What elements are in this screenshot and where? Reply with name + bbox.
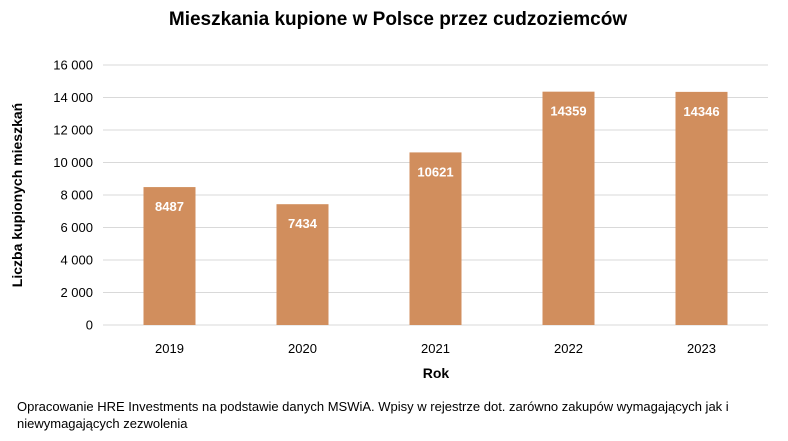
data-label: 14346: [683, 104, 719, 119]
x-tick-label: 2023: [687, 341, 716, 356]
y-tick-label: 6 000: [60, 220, 93, 235]
data-label: 7434: [288, 216, 318, 231]
y-tick-label: 12 000: [53, 123, 93, 138]
y-tick-label: 10 000: [53, 155, 93, 170]
x-tick-label: 2021: [421, 341, 450, 356]
x-axis-label: Rok: [423, 365, 450, 381]
y-tick-label: 4 000: [60, 253, 93, 268]
y-tick-label: 8 000: [60, 188, 93, 203]
x-axis-ticks: 2019 2020 2021 2022 2023: [155, 341, 716, 356]
x-tick-label: 2022: [554, 341, 583, 356]
y-tick-label: 2 000: [60, 285, 93, 300]
data-label: 14359: [550, 104, 586, 119]
bar-2021: [409, 152, 462, 325]
bar-2023: [675, 91, 728, 325]
y-axis-label: Liczba kupionych mieszkań: [9, 103, 25, 287]
data-label: 8487: [155, 199, 184, 214]
bar-2022: [542, 91, 595, 325]
y-tick-label: 0: [86, 318, 93, 333]
chart-title: Mieszkania kupione w Polsce przez cudzoz…: [169, 9, 627, 30]
y-tick-label: 16 000: [53, 58, 93, 73]
x-tick-label: 2019: [155, 341, 184, 356]
chart-footnote: Opracowanie HRE Investments na podstawie…: [17, 399, 729, 431]
bar-2019: [143, 187, 196, 325]
x-tick-label: 2020: [288, 341, 317, 356]
y-tick-label: 14 000: [53, 90, 93, 105]
bars: 8487 7434 10621 14359 14346: [143, 91, 728, 325]
data-label: 10621: [417, 164, 453, 179]
bar-2020: [276, 204, 329, 325]
y-axis-ticks: 0 2 000 4 000 6 000 8 000 10 000 12 000 14 000 1…: [53, 58, 93, 333]
